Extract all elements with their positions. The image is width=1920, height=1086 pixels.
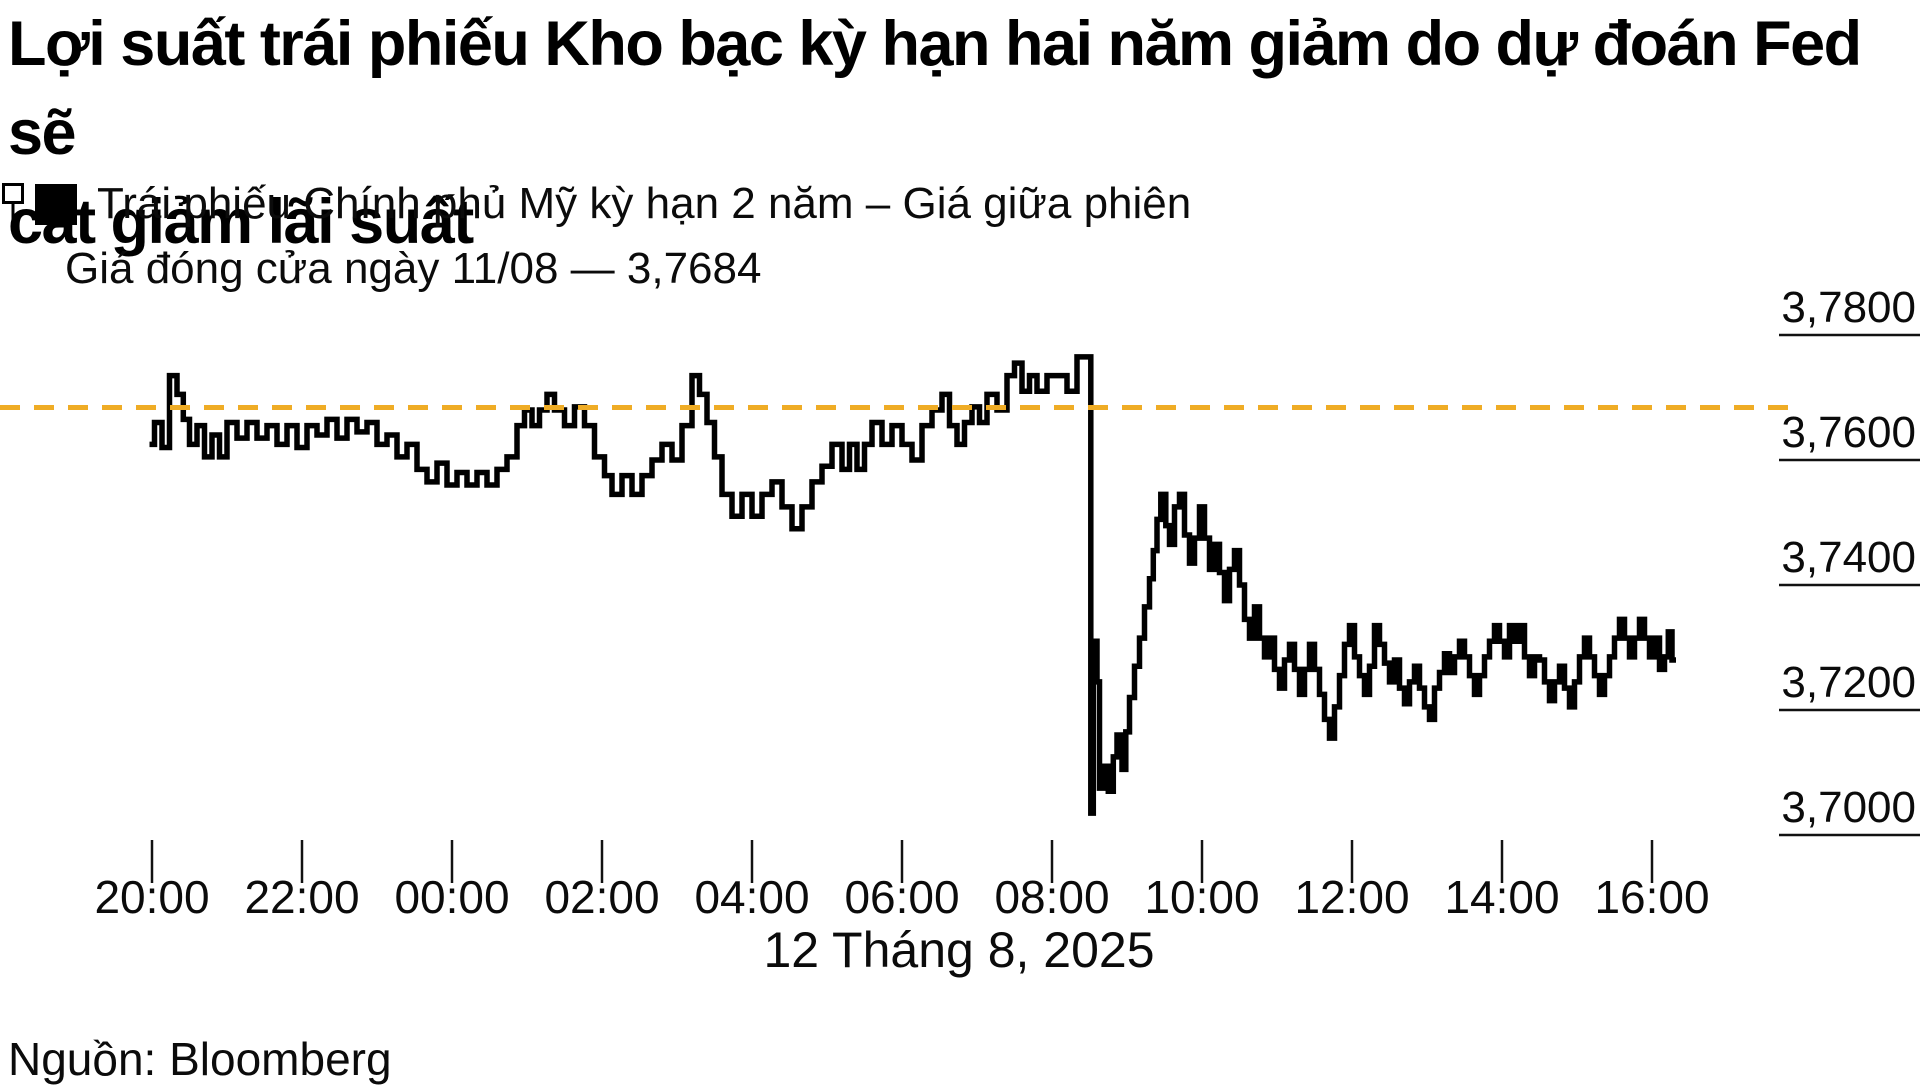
- legend-item-mid-price: Trái phiếu Chính phủ Mỹ kỳ hạn 2 năm – G…: [2, 179, 1192, 228]
- x-tick-label: 10:00: [1144, 871, 1259, 923]
- x-tick-label: 22:00: [244, 871, 359, 923]
- x-tick-label: 06:00: [844, 871, 959, 923]
- page-title: Lợi suất trái phiếu Kho bạc kỳ hạn hai n…: [8, 0, 1898, 267]
- legend-item-prev-close: Giá đóng cửa ngày 11/08 — 3,7684: [0, 244, 1191, 293]
- legend: Trái phiếu Chính phủ Mỹ kỳ hạn 2 năm – G…: [0, 179, 1192, 293]
- price-step-line: [149, 354, 1676, 816]
- y-tick-label: 3,7200: [1781, 658, 1916, 707]
- page-title-line2: cắt giảm lãi suất: [8, 187, 474, 257]
- chart-svg: 3,7800 3,7600 3,7400 3,7200 3,7000 20:00 22:00…: [0, 283, 1920, 978]
- x-tick-label: 00:00: [394, 871, 509, 923]
- legend-label-prev-close: Giá đóng cửa ngày 11/08 — 3,7684: [65, 244, 762, 293]
- flag-marker-icon: [2, 183, 24, 204]
- x-tick-label: 04:00: [694, 871, 809, 923]
- page-title-line1: Lợi suất trái phiếu Kho bạc kỳ hạn hai n…: [8, 9, 1862, 168]
- x-tick-label: 08:00: [994, 871, 1109, 923]
- source-credit: Nguồn: Bloomberg: [8, 1033, 392, 1085]
- y-tick-label: 3,7400: [1781, 533, 1916, 582]
- x-tick-label: 12:00: [1294, 871, 1409, 923]
- x-tick-label: 02:00: [544, 871, 659, 923]
- x-tick-label: 14:00: [1444, 871, 1559, 923]
- y-tick-label: 3,7800: [1781, 283, 1916, 332]
- y-tick-label: 3,7600: [1781, 408, 1916, 457]
- x-tick-label: 16:00: [1594, 871, 1709, 923]
- x-tick-label: 20:00: [94, 871, 209, 923]
- date-label: 12 Tháng 8, 2025: [763, 922, 1154, 978]
- legend-label-mid-price: Trái phiếu Chính phủ Mỹ kỳ hạn 2 năm – G…: [97, 179, 1192, 228]
- y-tick-label: 3,7000: [1781, 783, 1916, 832]
- series-swatch-black: [35, 183, 77, 225]
